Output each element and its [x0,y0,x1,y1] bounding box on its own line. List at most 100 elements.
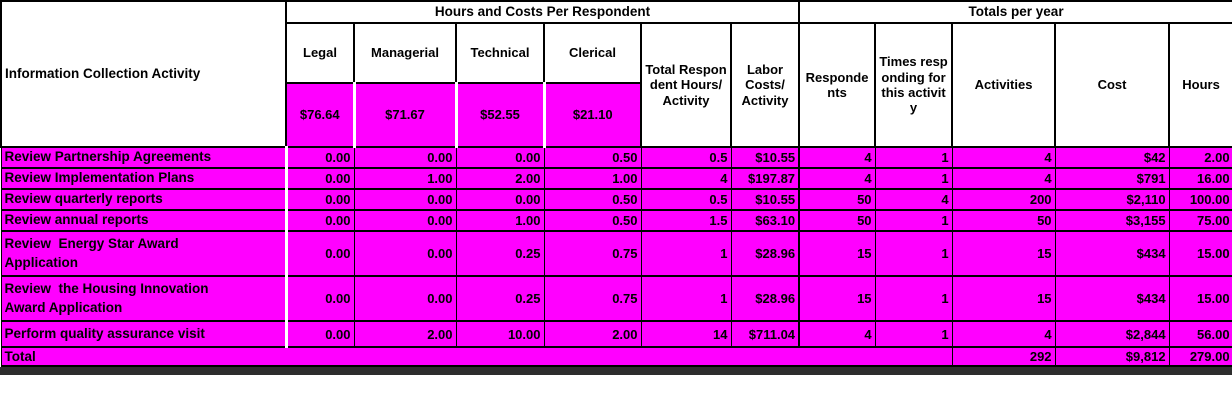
rate-technical[interactable]: $52.55 [454,82,545,148]
activity-cell[interactable]: Review quarterly reports [0,188,288,211]
activities-total-cell[interactable]: 15 [951,275,1056,322]
hours-total-cell[interactable]: 15.00 [1168,275,1232,322]
total-respondent-hours-cell[interactable]: 0.5 [640,188,732,211]
hours-total-cell[interactable]: 2.00 [1168,146,1232,169]
labor-cost-cell[interactable]: $28.96 [730,275,800,322]
total-respondent-hours-cell[interactable]: 1 [640,275,732,322]
managerial-hours-cell[interactable]: 2.00 [353,320,457,348]
managerial-hours-cell[interactable]: 0.00 [353,230,457,277]
managerial-hours-cell[interactable]: 0.00 [353,209,457,232]
managerial-hours-cell[interactable]: 0.00 [353,146,457,169]
labor-cost-cell[interactable]: $10.55 [730,188,800,211]
total-activities-cell[interactable]: 292 [951,346,1056,367]
managerial-hours-cell[interactable]: 0.00 [353,188,457,211]
clerical-hours-cell[interactable]: 0.50 [543,188,642,211]
hours-total-cell[interactable]: 75.00 [1168,209,1232,232]
respondents-cell[interactable]: 4 [798,167,876,190]
respondents-cell[interactable]: 15 [798,230,876,277]
total-respondent-hours-cell[interactable]: 0.5 [640,146,732,169]
cost-total-cell[interactable]: $3,155 [1054,209,1170,232]
clerical-hours-cell[interactable]: 0.75 [543,230,642,277]
activity-cell[interactable]: Review Partnership Agreements [0,146,288,169]
legal-hours-cell[interactable]: 0.00 [285,275,355,322]
rate-legal[interactable]: $76.64 [285,82,355,148]
labor-cost-cell[interactable]: $711.04 [730,320,800,348]
managerial-hours-cell[interactable]: 1.00 [353,167,457,190]
clerical-hours-cell[interactable]: 2.00 [543,320,642,348]
respondents-cell[interactable]: 4 [798,146,876,169]
respondents-cell[interactable]: 15 [798,275,876,322]
total-label-cell[interactable]: Total [0,346,953,367]
labor-cost-cell[interactable]: $10.55 [730,146,800,169]
cost-total-cell[interactable]: $434 [1054,275,1170,322]
hours-total-cell[interactable]: 100.00 [1168,188,1232,211]
times-responding-cell[interactable]: 1 [874,275,953,322]
col-header-legal[interactable]: Legal [285,22,355,84]
rate-clerical[interactable]: $21.10 [542,82,642,148]
labor-cost-cell[interactable]: $197.87 [730,167,800,190]
labor-cost-cell[interactable]: $28.96 [730,230,800,277]
cost-total-cell[interactable]: $791 [1054,167,1170,190]
cost-total-cell[interactable]: $2,844 [1054,320,1170,348]
col-header-labor-costs[interactable]: Labor Costs/ Activity [729,22,801,148]
legal-hours-cell[interactable]: 0.00 [285,188,355,211]
activity-cell[interactable]: Review Energy Star Award Application [0,230,288,277]
activities-total-cell[interactable]: 4 [951,146,1056,169]
managerial-hours-cell[interactable]: 0.00 [353,275,457,322]
times-responding-cell[interactable]: 1 [874,320,953,348]
col-header-times-responding[interactable]: Times responding for this activity [874,22,954,148]
total-hours-cell[interactable]: 279.00 [1168,346,1232,367]
col-header-cost[interactable]: Cost [1054,22,1171,148]
total-cost-cell[interactable]: $9,812 [1054,346,1170,367]
respondents-cell[interactable]: 50 [798,209,876,232]
total-respondent-hours-cell[interactable]: 14 [640,320,732,348]
col-header-clerical[interactable]: Clerical [543,22,642,84]
total-respondent-hours-cell[interactable]: 1 [640,230,732,277]
activities-total-cell[interactable]: 15 [951,230,1056,277]
cost-total-cell[interactable]: $2,110 [1054,188,1170,211]
respondents-cell[interactable]: 4 [798,320,876,348]
activity-cell[interactable]: Perform quality assurance visit [0,320,288,348]
technical-hours-cell[interactable]: 0.25 [455,230,545,277]
technical-hours-cell[interactable]: 0.00 [455,146,545,169]
times-responding-cell[interactable]: 1 [874,167,953,190]
times-responding-cell[interactable]: 1 [874,209,953,232]
labor-cost-cell[interactable]: $63.10 [730,209,800,232]
activity-cell[interactable]: Review annual reports [0,209,288,232]
times-responding-cell[interactable]: 4 [874,188,953,211]
col-header-total-respondent-hours[interactable]: Total Respondent Hours/ Activity [640,22,732,148]
hours-total-cell[interactable]: 56.00 [1168,320,1232,348]
col-header-technical[interactable]: Technical [455,22,545,84]
group-header-totals-per-year[interactable]: Totals per year [798,0,1232,24]
technical-hours-cell[interactable]: 2.00 [455,167,545,190]
col-header-activities[interactable]: Activities [951,22,1057,148]
hours-total-cell[interactable]: 15.00 [1168,230,1232,277]
clerical-hours-cell[interactable]: 0.50 [543,209,642,232]
activities-total-cell[interactable]: 4 [951,320,1056,348]
legal-hours-cell[interactable]: 0.00 [285,320,355,348]
activity-column-header[interactable]: Information Collection Activity [0,0,287,148]
total-respondent-hours-cell[interactable]: 1.5 [640,209,732,232]
cost-total-cell[interactable]: $42 [1054,146,1170,169]
activities-total-cell[interactable]: 4 [951,167,1056,190]
col-header-respondents[interactable]: Respondents [798,22,877,148]
legal-hours-cell[interactable]: 0.00 [285,209,355,232]
hours-total-cell[interactable]: 16.00 [1168,167,1232,190]
rate-managerial[interactable]: $71.67 [352,82,457,148]
legal-hours-cell[interactable]: 0.00 [285,146,355,169]
respondents-cell[interactable]: 50 [798,188,876,211]
technical-hours-cell[interactable]: 0.25 [455,275,545,322]
times-responding-cell[interactable]: 1 [874,146,953,169]
col-header-hours[interactable]: Hours [1168,22,1232,148]
col-header-managerial[interactable]: Managerial [353,22,457,84]
clerical-hours-cell[interactable]: 0.50 [543,146,642,169]
total-respondent-hours-cell[interactable]: 4 [640,167,732,190]
legal-hours-cell[interactable]: 0.00 [285,167,355,190]
clerical-hours-cell[interactable]: 1.00 [543,167,642,190]
times-responding-cell[interactable]: 1 [874,230,953,277]
technical-hours-cell[interactable]: 0.00 [455,188,545,211]
legal-hours-cell[interactable]: 0.00 [285,230,355,277]
technical-hours-cell[interactable]: 1.00 [455,209,545,232]
cost-total-cell[interactable]: $434 [1054,230,1170,277]
activity-cell[interactable]: Review Implementation Plans [0,167,288,190]
